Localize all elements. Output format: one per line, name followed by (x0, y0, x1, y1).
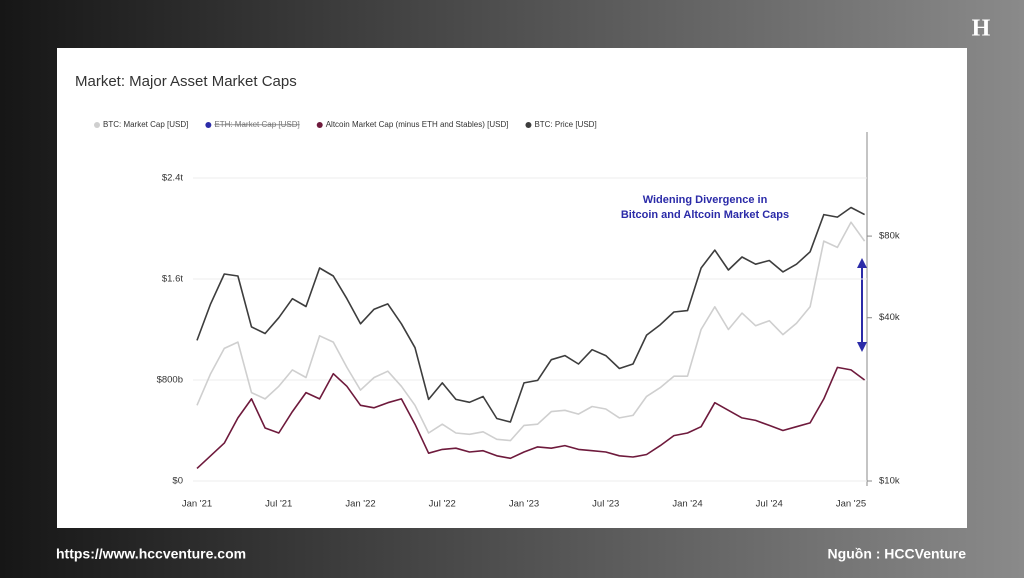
x-tick-label: Jul '23 (592, 499, 619, 510)
logo: H (972, 16, 991, 42)
source: Nguồn : HCCVenture (828, 546, 967, 562)
card (57, 48, 967, 528)
legend-marker (94, 122, 100, 128)
legend-item: BTC: Price [USD] (525, 120, 597, 129)
x-tick-label: Jan '23 (509, 499, 539, 510)
x-tick-label: Jan '24 (672, 499, 702, 510)
y2-tick-label: $40k (879, 312, 900, 323)
y2-tick-label: $10k (879, 476, 900, 487)
legend-label: BTC: Market Cap [USD] (103, 120, 188, 129)
legend-label: BTC: Price [USD] (534, 120, 596, 129)
x-tick-label: Jul '22 (429, 499, 456, 510)
y2-tick-label: $80k (879, 231, 900, 242)
annotation: Widening Divergence in (643, 194, 768, 206)
legend-marker (525, 122, 532, 128)
legend-item: BTC: Market Cap [USD] (94, 120, 188, 129)
legend-marker (316, 122, 323, 128)
legend-label: Altcoin Market Cap (minus ETH and Stable… (326, 120, 509, 129)
x-tick-label: Jan '21 (182, 499, 212, 510)
y-tick-label: $2.4t (162, 173, 183, 184)
y-tick-label: $0 (172, 476, 183, 487)
y-tick-label: $1.6t (162, 274, 183, 285)
y-tick-label: $800b (157, 375, 183, 386)
series-line (196, 366, 866, 469)
legend-item: ETH: Market Cap [USD] (205, 120, 300, 129)
website: https://www.hccventure.com (56, 546, 246, 562)
x-tick-label: Jul '24 (756, 499, 783, 510)
svg-text:H: H (972, 16, 991, 42)
x-tick-label: Jan '25 (836, 499, 866, 510)
x-tick-label: Jan '22 (345, 499, 375, 510)
chart-title: Market: Major Asset Market Caps (75, 73, 297, 90)
legend-marker (205, 122, 212, 128)
x-tick-label: Jul '21 (265, 499, 292, 510)
chart: $0 $800b $1.6t $2.4t $10k $40k $80k Jan '21 Jul … (94, 120, 900, 510)
legend-label: ETH: Market Cap [USD] (214, 120, 299, 129)
series-line (196, 221, 866, 442)
series-line (196, 206, 865, 423)
legend-item: Altcoin Market Cap (minus ETH and Stable… (316, 120, 509, 129)
annotation: Bitcoin and Altcoin Market Caps (621, 209, 789, 221)
